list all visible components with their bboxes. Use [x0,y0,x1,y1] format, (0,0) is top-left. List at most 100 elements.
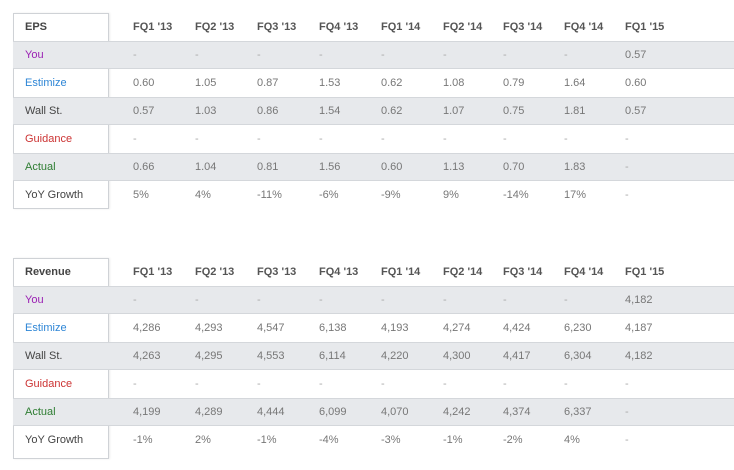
value-cell: - [257,378,261,390]
value-cell: 0.87 [257,77,279,89]
value-cell: - [319,378,323,390]
value-cell: 1.13 [443,161,465,173]
value-cell: 4,070 [381,406,409,418]
value-cell: 9% [443,189,459,201]
value-cell: 4,263 [133,350,161,362]
revenue-quarter-header: FQ4 '14 [564,266,604,278]
row-label-wallst: Wall St. [25,105,63,117]
value-cell: 0.60 [381,161,403,173]
value-cell: - [564,133,568,145]
value-cell: - [564,378,568,390]
value-cell: 2% [195,434,211,446]
value-cell: 1.04 [195,161,217,173]
value-cell: - [195,49,199,61]
revenue-row-wallst: Wall St. 4,263 4,295 4,553 6,114 4,220 4,300 4,… [13,342,734,370]
value-cell: 1.83 [564,161,586,173]
value-cell: 1.54 [319,105,341,117]
value-cell: 4,187 [625,322,653,334]
value-cell: - [319,133,323,145]
revenue-table: Revenue FQ1 '13 FQ2 '13 FQ3 '13 FQ4 '13 FQ1 … [13,258,734,459]
value-cell: 0.70 [503,161,525,173]
revenue-quarter-header: FQ1 '13 [133,266,173,278]
value-cell: 4,182 [625,350,653,362]
revenue-row-actual: Actual 4,199 4,289 4,444 6,099 4,070 4,242 4,37… [13,398,734,426]
value-cell: -4% [319,434,339,446]
value-cell: 1.53 [319,77,341,89]
row-label-guidance: Guidance [25,378,73,390]
value-cell: -1% [133,434,153,446]
eps-quarter-header: FQ1 '13 [133,21,173,33]
value-cell: 4,300 [443,350,471,362]
eps-quarter-header: FQ1 '14 [381,21,421,33]
value-cell: 0.66 [133,161,155,173]
value-cell: - [503,378,507,390]
value-cell: -3% [381,434,401,446]
value-cell: 0.57 [133,105,155,117]
value-cell: - [625,133,629,145]
value-cell: 4,274 [443,322,471,334]
value-cell: - [625,406,629,418]
value-cell: 1.56 [319,161,341,173]
value-cell: 17% [564,189,587,201]
eps-quarter-header: FQ3 '13 [257,21,297,33]
row-label-actual: Actual [25,161,56,173]
eps-row-you: You - - - - - - - - 0.57 [13,41,734,69]
value-cell: 4% [564,434,580,446]
value-cell: - [381,49,385,61]
revenue-quarter-header: FQ4 '13 [319,266,359,278]
eps-row-estimize: Estimize 0.60 1.05 0.87 1.53 0.62 1.08 0.79 1.64… [13,69,734,97]
value-cell: 1.81 [564,105,586,117]
value-cell: - [133,49,137,61]
value-cell: -9% [381,189,401,201]
value-cell: -6% [319,189,339,201]
value-cell: 4,553 [257,350,285,362]
value-cell: - [381,294,385,306]
value-cell: 0.79 [503,77,525,89]
value-cell: 0.86 [257,105,279,117]
row-label-guidance: Guidance [25,133,73,145]
revenue-row-yoy: YoY Growth -1% 2% -1% -4% -3% -1% -2% 4% - [13,426,734,454]
value-cell: - [625,434,629,446]
value-cell: - [257,133,261,145]
eps-quarter-header: FQ2 '13 [195,21,235,33]
value-cell: 4,289 [195,406,223,418]
value-cell: 4,424 [503,322,531,334]
eps-row-wallst: Wall St. 0.57 1.03 0.86 1.54 0.62 1.07 0.75 1.81… [13,97,734,125]
value-cell: 0.75 [503,105,525,117]
value-cell: 1.03 [195,105,217,117]
revenue-row-guidance: Guidance - - - - - - - - - [13,370,734,398]
revenue-row-you: You - - - - - - - - 4,182 [13,286,734,314]
value-cell: 4,293 [195,322,223,334]
value-cell: 6,099 [319,406,347,418]
value-cell: 4,242 [443,406,471,418]
value-cell: 6,337 [564,406,592,418]
eps-quarter-header: FQ4 '13 [319,21,359,33]
value-cell: 4,286 [133,322,161,334]
value-cell: 4,374 [503,406,531,418]
value-cell: - [195,133,199,145]
eps-row-actual: Actual 0.66 1.04 0.81 1.56 0.60 1.13 0.70 1.83 - [13,153,734,181]
value-cell: 4,220 [381,350,409,362]
value-cell: 0.62 [381,105,403,117]
eps-quarter-header: FQ3 '14 [503,21,543,33]
value-cell: 5% [133,189,149,201]
value-cell: 4,417 [503,350,531,362]
eps-table: EPS FQ1 '13 FQ2 '13 FQ3 '13 FQ4 '13 FQ1 '14 F… [13,13,734,209]
value-cell: - [443,378,447,390]
value-cell: 1.05 [195,77,217,89]
value-cell: - [319,294,323,306]
revenue-header-label: Revenue [25,266,71,278]
revenue-header-row: Revenue FQ1 '13 FQ2 '13 FQ3 '13 FQ4 '13 FQ1 … [13,258,734,286]
value-cell: 4,182 [625,294,653,306]
eps-quarter-header: FQ1 '15 [625,21,665,33]
value-cell: 0.60 [625,77,647,89]
value-cell: 1.08 [443,77,465,89]
value-cell: -2% [503,434,523,446]
eps-header-row: EPS FQ1 '13 FQ2 '13 FQ3 '13 FQ4 '13 FQ1 '14 F… [13,13,734,41]
value-cell: 1.07 [443,105,465,117]
value-cell: 4% [195,189,211,201]
value-cell: 1.64 [564,77,586,89]
value-cell: 4,199 [133,406,161,418]
value-cell: 6,230 [564,322,592,334]
value-cell: 0.57 [625,105,647,117]
